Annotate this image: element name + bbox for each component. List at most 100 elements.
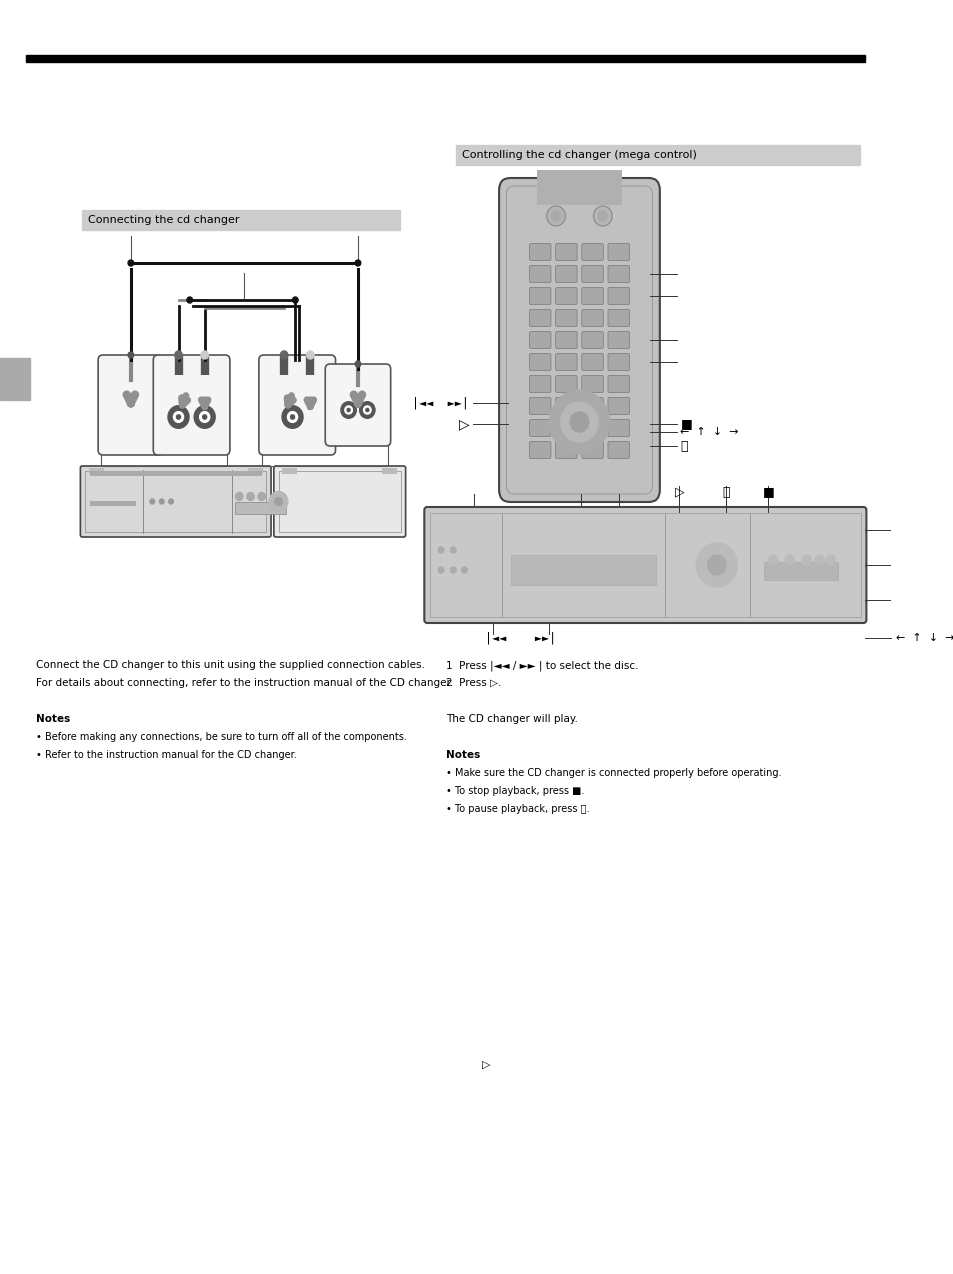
FancyBboxPatch shape (98, 355, 163, 455)
FancyBboxPatch shape (529, 419, 551, 437)
FancyBboxPatch shape (581, 288, 602, 304)
Circle shape (176, 415, 180, 419)
Circle shape (257, 493, 265, 501)
Text: • Make sure the CD changer is connected properly before operating.: • Make sure the CD changer is connected … (445, 768, 781, 778)
FancyBboxPatch shape (80, 466, 271, 538)
Circle shape (280, 352, 288, 359)
FancyBboxPatch shape (581, 243, 602, 260)
Bar (85, 471, 266, 533)
FancyBboxPatch shape (581, 310, 602, 326)
Circle shape (437, 567, 443, 573)
FancyBboxPatch shape (529, 331, 551, 349)
FancyBboxPatch shape (258, 355, 335, 455)
Bar (278, 471, 400, 533)
Text: ▷: ▷ (674, 485, 683, 498)
Circle shape (814, 555, 823, 564)
FancyBboxPatch shape (555, 265, 577, 283)
Circle shape (128, 260, 133, 266)
Text: Notes: Notes (445, 750, 479, 761)
Circle shape (293, 297, 298, 303)
Text: • Before making any connections, be sure to turn off all of the components.: • Before making any connections, be sure… (35, 733, 406, 741)
FancyBboxPatch shape (529, 265, 551, 283)
Text: ⏸: ⏸ (679, 440, 687, 452)
Bar (282, 468, 297, 474)
Text: Controlling the cd changer (mega control): Controlling the cd changer (mega control… (461, 150, 696, 161)
FancyBboxPatch shape (555, 331, 577, 349)
Text: 1  Press |◄◄ / ►► | to select the disc.: 1 Press |◄◄ / ►► | to select the disc. (445, 660, 638, 670)
FancyBboxPatch shape (581, 376, 602, 392)
Text: 2  Press ▷.: 2 Press ▷. (445, 678, 500, 688)
Text: • To stop playback, press ■.: • To stop playback, press ■. (445, 786, 583, 796)
Circle shape (593, 206, 612, 225)
Text: ▷: ▷ (458, 417, 469, 431)
Circle shape (291, 415, 294, 419)
Circle shape (344, 406, 352, 414)
Bar (90, 471, 261, 476)
Text: ⏸: ⏸ (721, 485, 729, 498)
Circle shape (167, 405, 190, 429)
Bar (456, 145, 859, 166)
Circle shape (450, 547, 456, 553)
Circle shape (306, 352, 314, 359)
FancyBboxPatch shape (555, 442, 577, 459)
Circle shape (274, 498, 282, 506)
FancyBboxPatch shape (607, 331, 629, 349)
Bar (234, 502, 286, 513)
Bar (762, 562, 838, 580)
Bar (537, 169, 620, 205)
FancyBboxPatch shape (529, 376, 551, 392)
Bar (248, 468, 262, 474)
Text: ■: ■ (679, 418, 692, 431)
FancyBboxPatch shape (555, 353, 577, 371)
FancyBboxPatch shape (581, 419, 602, 437)
Text: |◄◄  ►►|: |◄◄ ►►| (412, 396, 469, 409)
Circle shape (173, 412, 183, 423)
Circle shape (598, 211, 607, 220)
FancyBboxPatch shape (529, 397, 551, 414)
Bar (430, 513, 860, 617)
Text: • Refer to the instruction manual for the CD changer.: • Refer to the instruction manual for th… (35, 750, 296, 761)
FancyBboxPatch shape (607, 419, 629, 437)
Circle shape (825, 555, 835, 564)
FancyBboxPatch shape (581, 331, 602, 349)
FancyBboxPatch shape (581, 442, 602, 459)
FancyBboxPatch shape (607, 265, 629, 283)
Text: ←  ↑  ↓  →: ← ↑ ↓ → (679, 427, 739, 437)
Circle shape (450, 567, 456, 573)
FancyBboxPatch shape (581, 353, 602, 371)
Circle shape (801, 555, 810, 564)
Circle shape (199, 412, 210, 423)
FancyBboxPatch shape (555, 376, 577, 392)
FancyBboxPatch shape (607, 243, 629, 260)
Circle shape (169, 499, 173, 505)
FancyBboxPatch shape (555, 288, 577, 304)
Text: ←  ↑  ↓  →: ← ↑ ↓ → (896, 633, 953, 643)
Text: For details about connecting, refer to the instruction manual of the CD changer.: For details about connecting, refer to t… (35, 678, 453, 688)
Circle shape (247, 493, 253, 501)
Circle shape (128, 352, 133, 358)
FancyBboxPatch shape (607, 310, 629, 326)
Circle shape (159, 499, 164, 505)
Circle shape (767, 555, 777, 564)
FancyBboxPatch shape (581, 265, 602, 283)
Bar (89, 468, 104, 474)
Circle shape (150, 499, 154, 505)
Circle shape (355, 260, 360, 266)
Circle shape (437, 547, 443, 553)
Text: ▷: ▷ (481, 1060, 490, 1070)
Circle shape (551, 211, 560, 220)
Text: |◄◄    ►►|: |◄◄ ►►| (484, 632, 556, 645)
Circle shape (363, 406, 371, 414)
Bar (26, 55, 864, 62)
Bar (90, 501, 136, 506)
Circle shape (201, 352, 208, 359)
Circle shape (461, 567, 467, 573)
Text: ■: ■ (761, 485, 773, 498)
Circle shape (355, 361, 360, 367)
FancyBboxPatch shape (424, 507, 865, 623)
Circle shape (546, 206, 565, 225)
FancyBboxPatch shape (607, 288, 629, 304)
Text: • To pause playback, press ⏸.: • To pause playback, press ⏸. (445, 804, 589, 814)
FancyBboxPatch shape (153, 355, 230, 455)
Circle shape (269, 492, 288, 511)
